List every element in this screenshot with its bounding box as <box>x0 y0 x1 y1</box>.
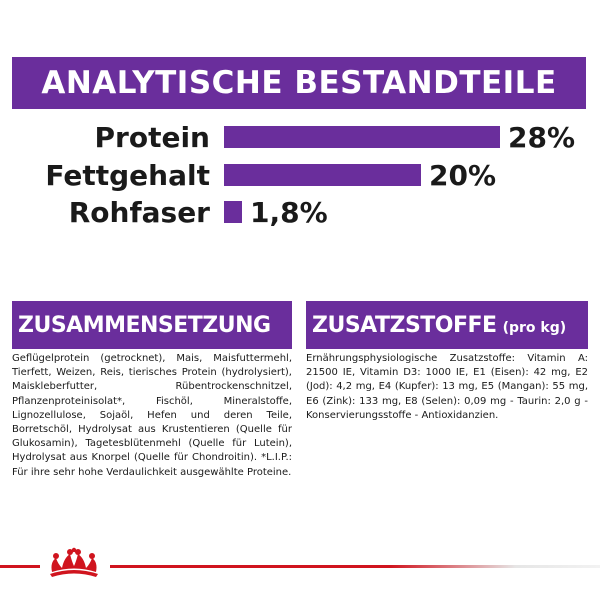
bar-fettgehalt <box>224 164 421 186</box>
composition-header: ZUSAMMENSETZUNG <box>12 301 292 349</box>
bar-protein <box>224 126 500 148</box>
analysis-title: ANALYTISCHE BESTANDTEILE <box>41 65 557 101</box>
additives-title: ZUSATZSTOFFE <box>312 312 497 338</box>
footer-line-right <box>390 565 600 568</box>
royal-canin-crown-icon <box>50 547 98 577</box>
footer-line-middle <box>110 565 390 568</box>
bar-row-rohfaser: Rohfaser 1,8% <box>0 195 328 229</box>
additives-text: Ernährungsphysiologische Zusatzstoffe: V… <box>306 353 588 421</box>
composition-text: Geflügelprotein (getrocknet), Mais, Mais… <box>12 353 292 478</box>
bar-label-protein: Protein <box>94 120 210 154</box>
bar-row-fettgehalt: Fettgehalt 20% <box>0 158 497 192</box>
additives-header: ZUSATZSTOFFE (pro kg) <box>306 301 588 349</box>
bar-value-rohfaser: 1,8% <box>250 195 328 229</box>
bar-value-protein: 28% <box>508 120 576 154</box>
bar-label-fettgehalt: Fettgehalt <box>45 158 210 192</box>
bar-label-rohfaser: Rohfaser <box>68 195 210 229</box>
composition-title: ZUSAMMENSETZUNG <box>18 312 271 338</box>
footer-line-left <box>0 565 40 568</box>
additives-subtitle: (pro kg) <box>502 320 567 336</box>
bar-row-protein: Protein 28% <box>0 120 576 154</box>
bar-rohfaser <box>224 201 242 223</box>
analysis-banner: ANALYTISCHE BESTANDTEILE <box>12 57 586 109</box>
bar-value-fettgehalt: 20% <box>429 158 497 192</box>
